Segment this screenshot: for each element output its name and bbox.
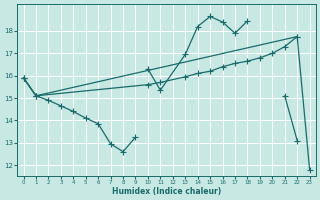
X-axis label: Humidex (Indice chaleur): Humidex (Indice chaleur) <box>112 187 221 196</box>
